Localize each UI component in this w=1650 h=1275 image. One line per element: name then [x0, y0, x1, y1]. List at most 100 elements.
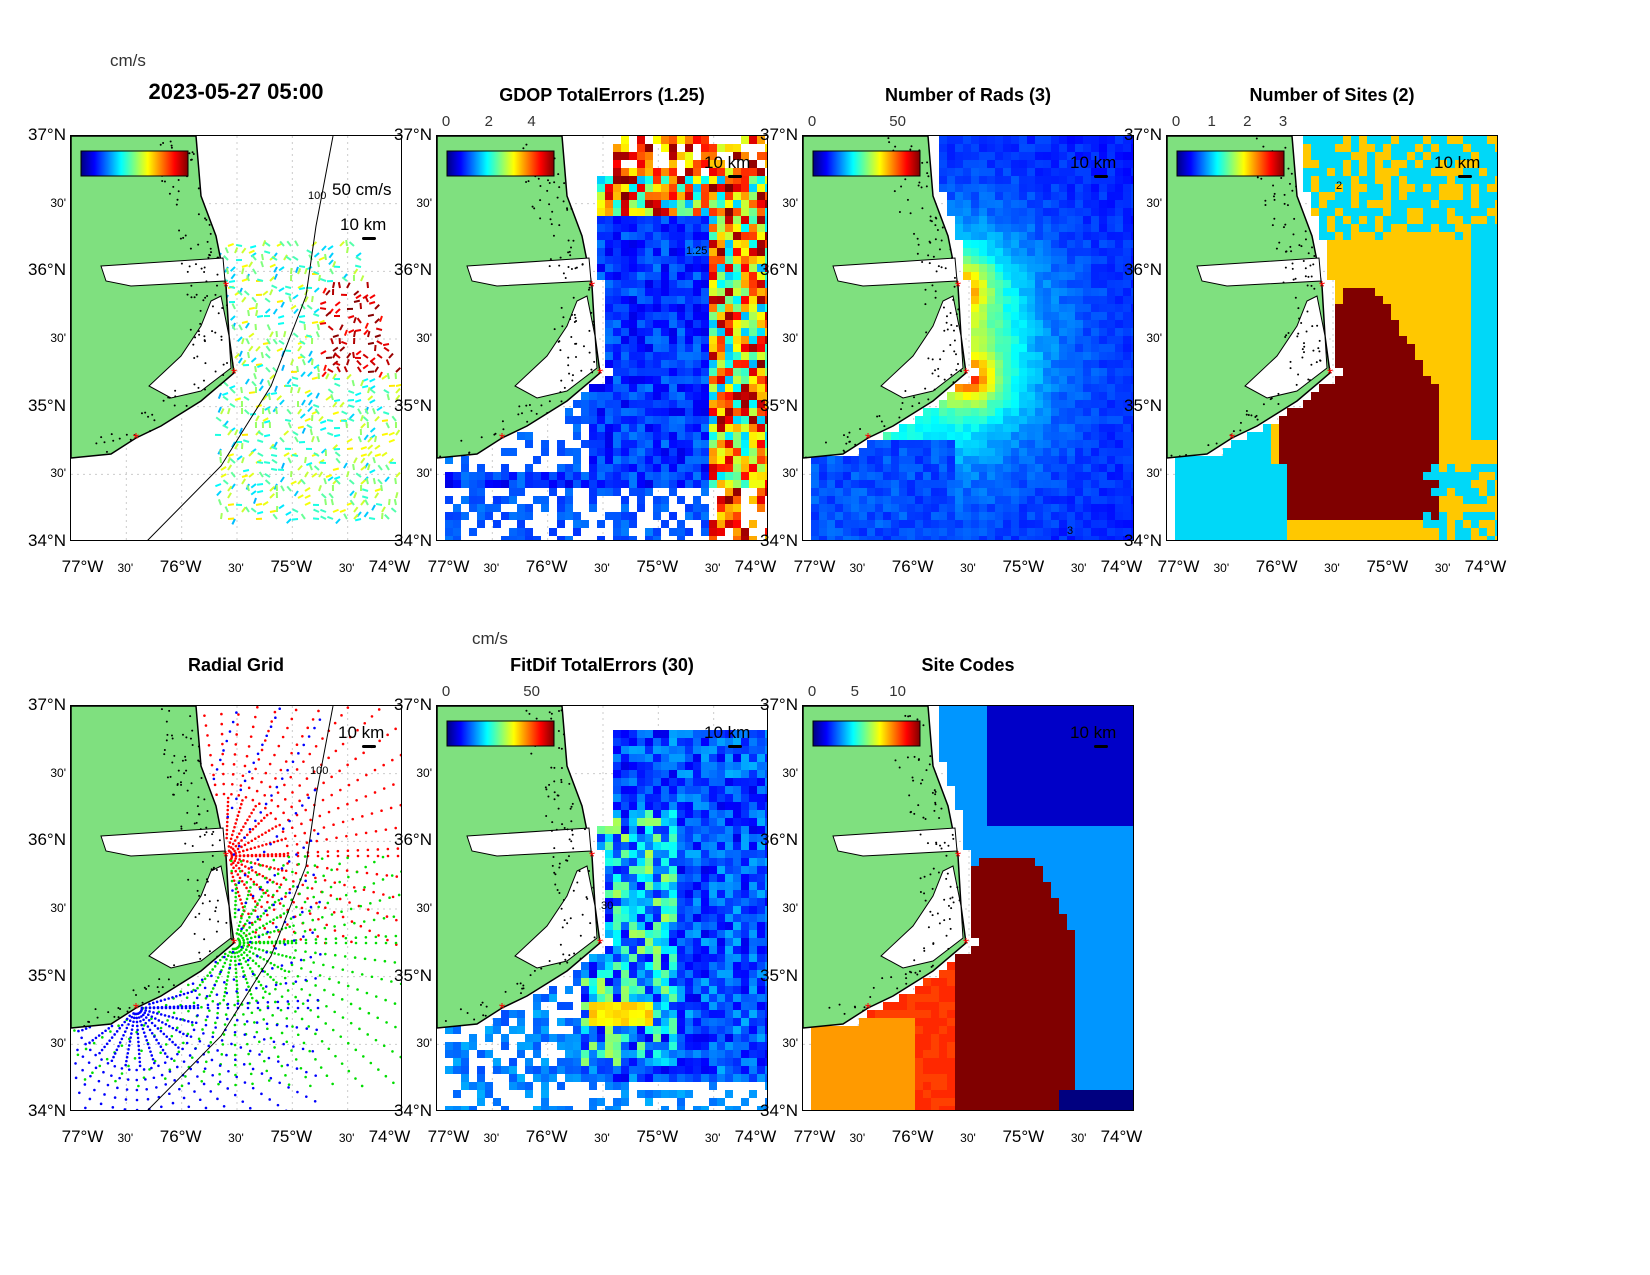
- grid-cell: [701, 296, 709, 304]
- grid-cell: [1083, 312, 1091, 320]
- grid-cell: [1487, 168, 1495, 176]
- grid-cell: [1083, 352, 1091, 360]
- grid-cell: [1487, 432, 1495, 440]
- grid-cell: [1075, 456, 1083, 464]
- grid-cell: [1019, 168, 1027, 176]
- current-vector: [275, 407, 278, 415]
- current-vector: [264, 241, 271, 247]
- grid-cell: [445, 472, 453, 480]
- grid-cell: [1487, 376, 1495, 384]
- grid-cell: [661, 472, 669, 480]
- grid-cell: [1383, 280, 1391, 288]
- grid-cell: [701, 256, 709, 264]
- grid-cell: [717, 248, 725, 256]
- grid-cell: [493, 496, 501, 504]
- grid-cell: [923, 496, 931, 504]
- grid-cell: [1431, 200, 1439, 208]
- grid-cell: [653, 176, 661, 184]
- grid-cell: [765, 248, 767, 256]
- grid-cell: [1059, 208, 1067, 216]
- current-vector: [341, 340, 348, 345]
- coast-dot: [920, 186, 923, 189]
- current-vector: [346, 447, 354, 450]
- grid-cell: [987, 296, 995, 304]
- grid-cell: [1083, 496, 1091, 504]
- coast-dot: [539, 217, 542, 220]
- grid-cell: [1447, 136, 1455, 144]
- grid-cell: [1107, 336, 1115, 344]
- grid-cell: [1003, 168, 1011, 176]
- grid-cell: [1263, 480, 1271, 488]
- grid-cell: [1099, 512, 1107, 520]
- grid-cell: [733, 288, 741, 296]
- grid-cell: [757, 232, 765, 240]
- grid-cell: [613, 200, 621, 208]
- grid-cell: [995, 360, 1003, 368]
- grid-cell: [725, 176, 733, 184]
- grid-cell: [1391, 376, 1399, 384]
- grid-cell: [629, 224, 637, 232]
- grid-cell: [757, 480, 765, 488]
- grid-cell: [1407, 360, 1415, 368]
- grid-cell: [573, 448, 581, 456]
- grid-cell: [979, 344, 987, 352]
- grid-cell: [979, 320, 987, 328]
- grid-cell: [1287, 448, 1295, 456]
- grid-cell: [931, 424, 939, 432]
- grid-cell: [613, 296, 621, 304]
- coast-dot: [182, 236, 185, 239]
- current-vector: [257, 452, 264, 457]
- coast-dot: [557, 340, 560, 343]
- grid-cell: [995, 224, 1003, 232]
- grid-cell: [557, 496, 565, 504]
- grid-cell: [1075, 520, 1083, 528]
- current-vector: [367, 341, 375, 345]
- grid-cell: [677, 376, 685, 384]
- current-vector: [375, 502, 383, 506]
- grid-cell: [971, 272, 979, 280]
- grid-cell: [629, 320, 637, 328]
- current-vector: [306, 249, 313, 254]
- grid-cell: [1035, 528, 1043, 536]
- grid-cell: [1035, 304, 1043, 312]
- current-vector: [300, 371, 306, 378]
- grid-cell: [1067, 352, 1075, 360]
- grid-cell: [1407, 512, 1415, 520]
- grid-cell: [1399, 488, 1407, 496]
- grid-cell: [1075, 152, 1083, 160]
- current-vector: [284, 285, 292, 289]
- coast-dot: [197, 213, 200, 216]
- grid-cell: [1407, 416, 1415, 424]
- grid-cell: [685, 320, 693, 328]
- grid-cell: [1019, 352, 1027, 360]
- grid-cell: [1327, 504, 1335, 512]
- current-vector: [294, 240, 299, 247]
- grid-cell: [653, 536, 661, 540]
- grid-cell: [645, 152, 653, 160]
- grid-cell: [1383, 272, 1391, 280]
- grid-cell: [1359, 192, 1367, 200]
- coast-dot: [574, 316, 577, 319]
- grid-cell: [891, 488, 899, 496]
- grid-cell: [859, 480, 867, 488]
- grid-cell: [1423, 288, 1431, 296]
- grid-cell: [757, 176, 765, 184]
- coast-dot: [172, 185, 175, 188]
- grid-cell: [1003, 304, 1011, 312]
- coast-dot: [588, 351, 591, 354]
- grid-cell: [717, 176, 725, 184]
- grid-cell: [1407, 496, 1415, 504]
- grid-cell: [979, 192, 987, 200]
- grid-cell: [1123, 480, 1131, 488]
- current-vector: [371, 504, 376, 511]
- grid-cell: [979, 440, 987, 448]
- grid-cell: [661, 200, 669, 208]
- grid-cell: [1035, 400, 1043, 408]
- grid-cell: [701, 160, 709, 168]
- grid-cell: [1099, 256, 1107, 264]
- grid-cell: [1027, 272, 1035, 280]
- grid-cell: [621, 512, 629, 520]
- current-vector: [264, 406, 271, 411]
- grid-cell: [979, 400, 987, 408]
- grid-cell: [979, 416, 987, 424]
